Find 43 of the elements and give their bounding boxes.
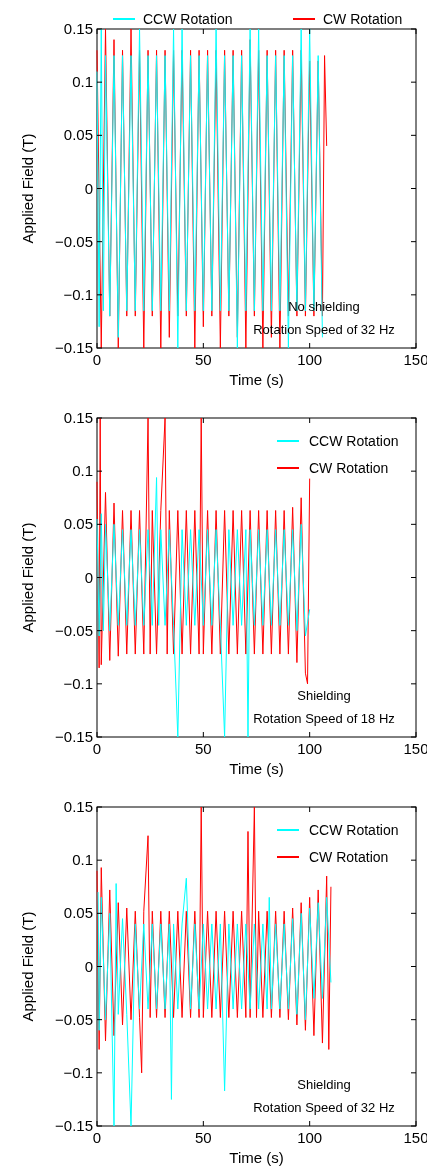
annotation: Rotation Speed of 18 Hz [253,711,395,726]
y-tick-label: −0.05 [55,621,93,639]
y-axis-title: Applied Field (T) [19,133,36,244]
x-tick-label: 100 [297,740,323,757]
x-axis-title: Time (s) [229,371,284,388]
y-tick-label: 0 [84,957,93,975]
y-tick-label: 0.15 [63,409,93,426]
x-tick-label: 50 [194,351,212,368]
x-tick-label: 100 [297,351,323,368]
y-tick-label: 0.05 [63,126,93,144]
legend-label: CCW Rotation [309,433,399,449]
y-axis-title: Applied Field (T) [19,911,36,1022]
y-tick-label: −0.1 [63,285,93,303]
y-tick-label: 0 [84,179,93,197]
x-tick-label: 50 [194,740,212,757]
x-axis-title: Time (s) [229,760,284,777]
x-tick-label: 100 [297,1129,323,1146]
y-tick-label: 0.15 [63,798,93,815]
y-tick-label: 0.05 [63,904,93,922]
x-tick-label: 50 [194,1129,212,1146]
y-tick-label: 0 [84,568,93,586]
y-tick-label: −0.15 [55,1117,93,1134]
y-tick-label: 0.1 [72,851,93,869]
legend-label: CW Rotation [309,460,389,476]
y-tick-label: 0.05 [63,515,93,533]
x-axis-title: Time (s) [229,1149,284,1166]
legend-label: CW Rotation [323,11,403,27]
y-tick-label: −0.15 [55,728,93,745]
y-tick-label: −0.05 [55,1010,93,1028]
legend-label: CCW Rotation [143,11,233,27]
legend-label: CW Rotation [309,849,389,865]
y-tick-label: 0.1 [72,73,93,91]
y-tick-label: 0.1 [72,462,93,480]
annotation: Shielding [297,1077,351,1092]
y-axis-title: Applied Field (T) [19,522,36,633]
y-tick-label: −0.05 [55,232,93,250]
y-tick-label: −0.1 [63,674,93,692]
y-tick-label: 0.15 [63,20,93,37]
y-tick-label: −0.1 [63,1063,93,1081]
annotation: Rotation Speed of 32 Hz [253,1100,395,1115]
y-tick-label: −0.15 [55,339,93,356]
annotation: Shielding [297,688,351,703]
legend-label: CCW Rotation [309,822,399,838]
